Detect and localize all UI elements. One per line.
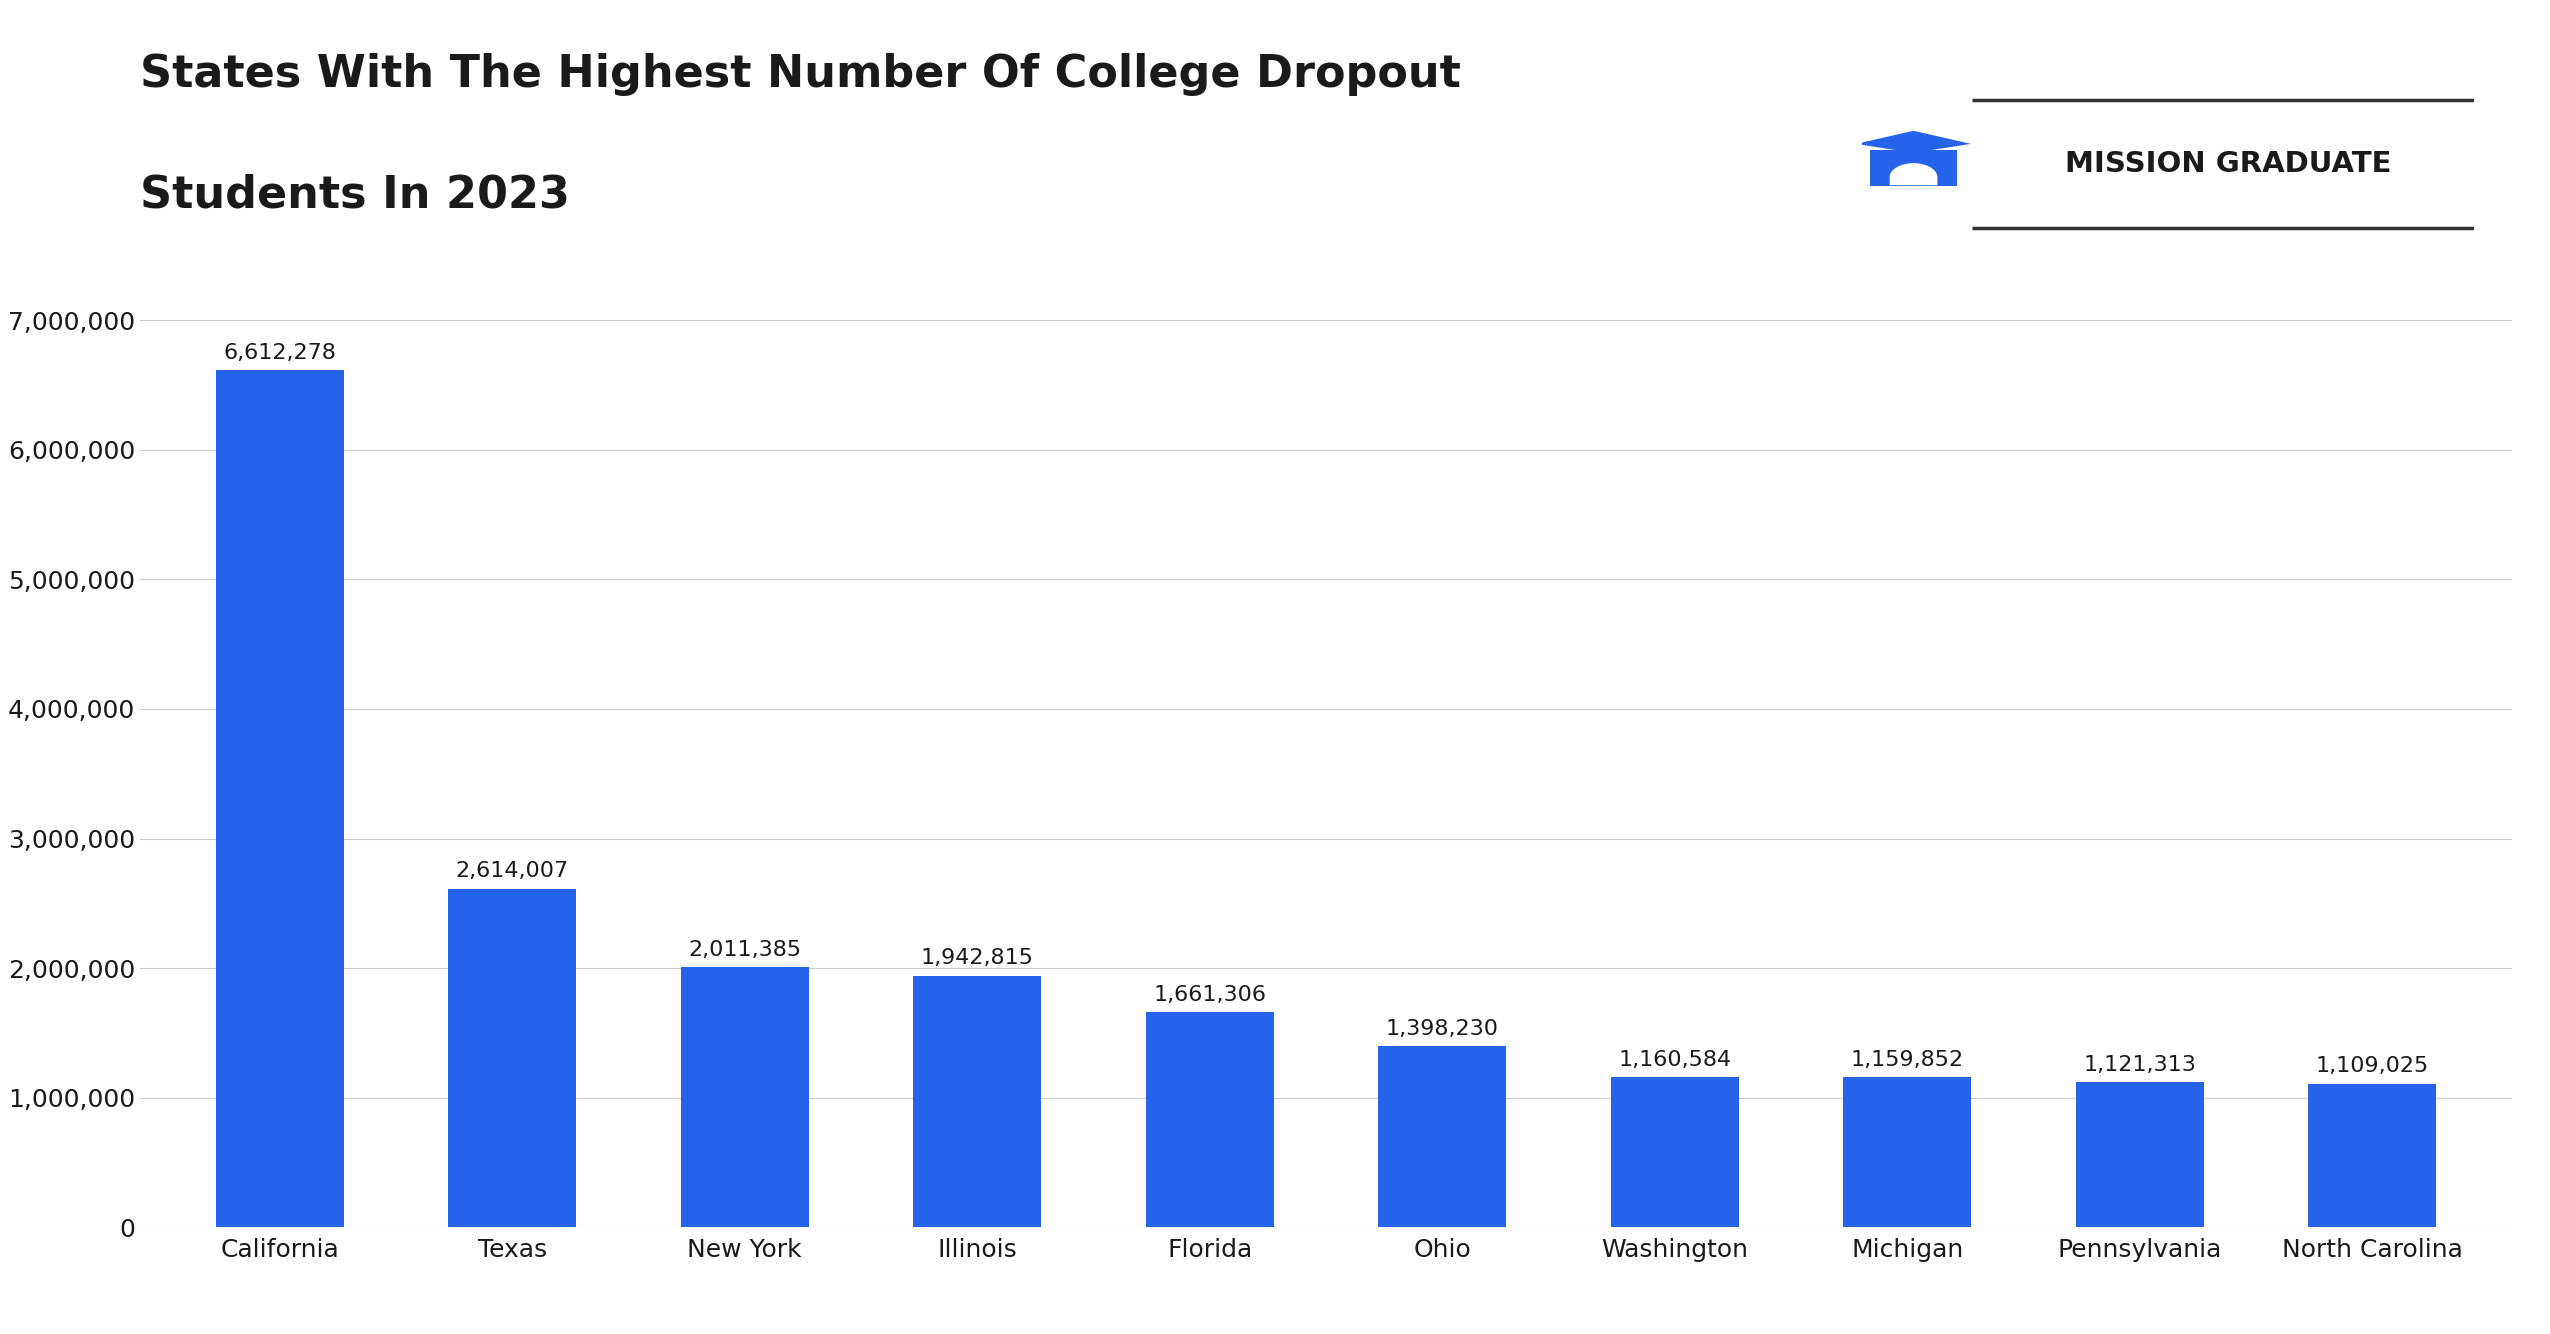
Text: 2,011,385: 2,011,385: [688, 939, 801, 959]
Polygon shape: [1856, 131, 1971, 153]
Text: 1,109,025: 1,109,025: [2315, 1057, 2430, 1077]
Text: Students In 2023: Students In 2023: [140, 173, 571, 216]
Bar: [2308, 1083, 2435, 1227]
Bar: [1145, 1013, 1272, 1227]
Text: 1,661,306: 1,661,306: [1153, 984, 1267, 1005]
Text: 1,159,852: 1,159,852: [1851, 1050, 1964, 1070]
Text: 1,121,313: 1,121,313: [2083, 1055, 2196, 1075]
Bar: [1612, 1077, 1739, 1227]
Bar: [217, 371, 344, 1227]
Bar: [1380, 1046, 1507, 1227]
Bar: [681, 967, 808, 1227]
Bar: [913, 975, 1040, 1227]
Text: 1,160,584: 1,160,584: [1619, 1050, 1731, 1070]
Polygon shape: [1869, 151, 1958, 185]
Bar: [1844, 1077, 1971, 1227]
Text: 2,614,007: 2,614,007: [456, 862, 569, 882]
Text: 1,942,815: 1,942,815: [921, 948, 1033, 968]
Text: States With The Highest Number Of College Dropout: States With The Highest Number Of Colleg…: [140, 53, 1461, 96]
Text: MISSION GRADUATE: MISSION GRADUATE: [2066, 151, 2392, 179]
Text: 1,398,230: 1,398,230: [1385, 1019, 1499, 1039]
Text: 6,612,278: 6,612,278: [224, 343, 337, 363]
Bar: [449, 888, 576, 1227]
Bar: [2076, 1082, 2203, 1227]
Polygon shape: [1890, 163, 1938, 185]
